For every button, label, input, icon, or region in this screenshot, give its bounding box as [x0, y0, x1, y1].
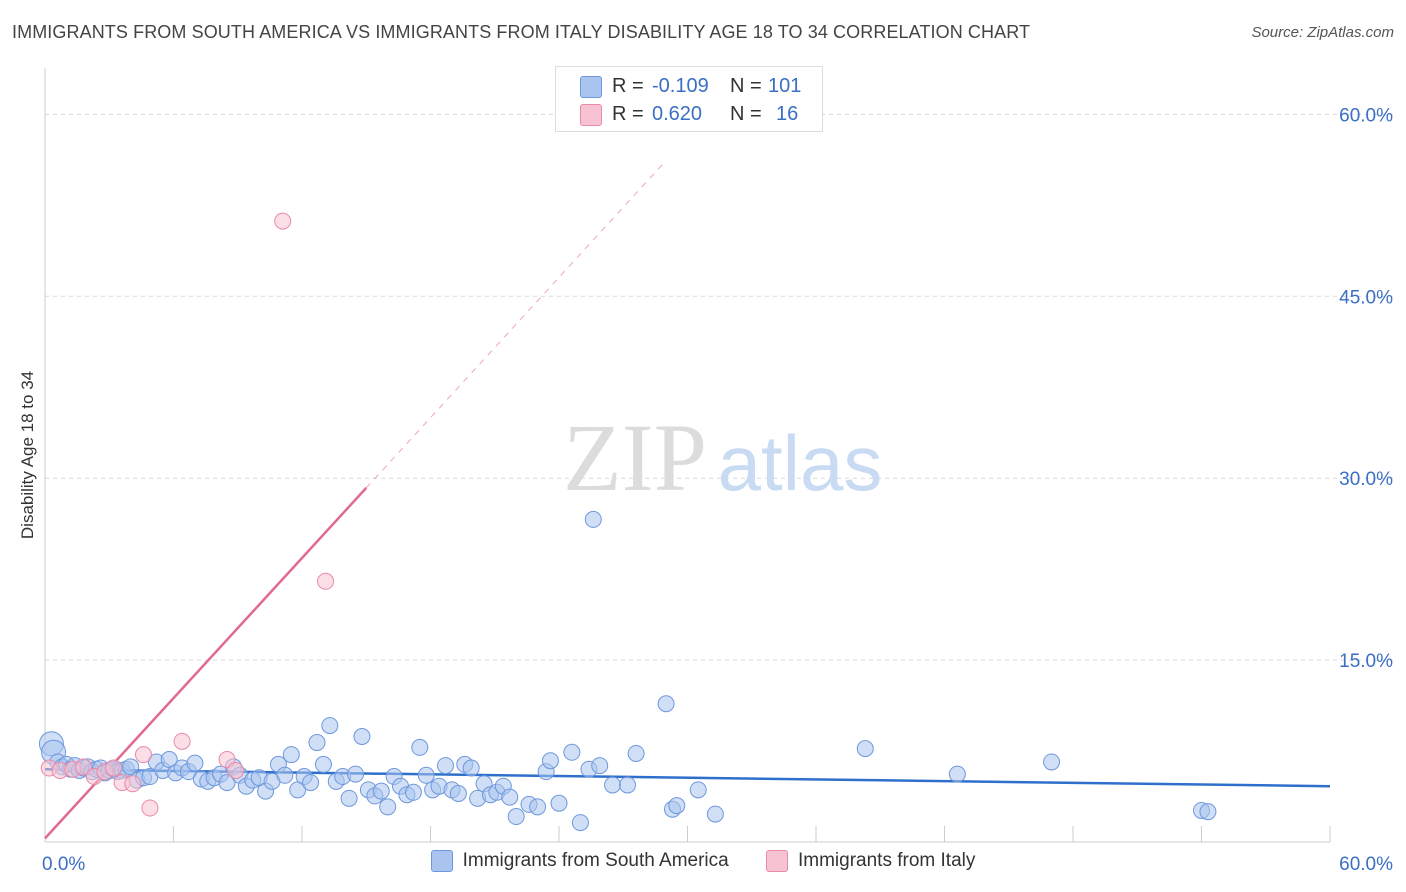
point-south-america — [411, 738, 429, 756]
point-south-america — [550, 794, 568, 812]
stats-box: R = -0.109 N = 101 R = 0.620 N = 16 — [555, 66, 823, 132]
point-south-america — [619, 776, 637, 794]
trend-extension-italy — [365, 160, 667, 489]
legend-label-italy: Immigrants from Italy — [798, 850, 976, 871]
point-south-america — [604, 776, 622, 794]
point-south-america — [1043, 753, 1061, 771]
point-italy — [135, 746, 153, 764]
axes — [44, 68, 1331, 843]
legend-swatch-south-america — [430, 850, 453, 872]
r-value: -0.109 — [652, 74, 709, 97]
point-south-america — [657, 695, 675, 713]
data-points — [38, 212, 1217, 832]
point-italy — [227, 761, 245, 779]
point-south-america — [501, 788, 519, 806]
point-south-america — [1199, 803, 1217, 821]
point-south-america — [314, 755, 332, 773]
legend-label-south-america: Immigrants from South America — [462, 850, 729, 871]
stats-row-south-america: R = -0.109 N = 101 — [556, 72, 822, 100]
point-south-america — [218, 774, 236, 792]
point-south-america — [340, 789, 358, 807]
point-south-america — [276, 766, 294, 784]
point-italy — [173, 732, 191, 750]
point-south-america — [462, 759, 480, 777]
x-tick-label: 60.0% — [1339, 854, 1393, 875]
point-italy — [75, 758, 93, 776]
legend-item-south-america[interactable]: Immigrants from South America — [430, 850, 729, 872]
point-south-america — [347, 765, 365, 783]
point-south-america — [563, 743, 581, 761]
y-tick-label: 45.0% — [1339, 287, 1393, 308]
point-south-america — [689, 781, 707, 799]
point-south-america — [186, 754, 204, 772]
point-south-america — [449, 784, 467, 802]
stats-swatch-south-america — [580, 76, 602, 98]
point-italy — [141, 799, 159, 817]
legend-item-italy[interactable]: Immigrants from Italy — [766, 850, 975, 872]
chart-title: IMMIGRANTS FROM SOUTH AMERICA VS IMMIGRA… — [12, 22, 1031, 42]
n-label: N = — [730, 74, 762, 97]
point-italy — [274, 212, 292, 230]
point-south-america — [404, 783, 422, 801]
y-tick-label: 60.0% — [1339, 105, 1393, 126]
point-south-america — [571, 814, 589, 832]
r-label: R = — [612, 74, 644, 97]
tick-labels: 15.0% 30.0% 45.0% 60.0% 0.0% 60.0% — [42, 105, 1393, 875]
point-south-america — [372, 782, 390, 800]
point-south-america — [856, 740, 874, 758]
point-italy — [105, 759, 123, 777]
grid-lines — [45, 113, 1395, 661]
point-south-america — [417, 766, 435, 784]
source-label: Source: ZipAtlas.com — [1251, 24, 1394, 41]
point-south-america — [706, 805, 724, 823]
point-south-america — [584, 510, 602, 528]
point-south-america — [321, 717, 339, 735]
point-south-america — [627, 744, 645, 762]
point-south-america — [282, 746, 300, 764]
y-tick-label: 30.0% — [1339, 469, 1393, 490]
point-italy — [317, 572, 335, 590]
y-tick-label: 15.0% — [1339, 651, 1393, 672]
point-south-america — [308, 734, 326, 752]
point-south-america — [591, 757, 609, 775]
y-axis-label: Disability Age 18 to 34 — [18, 371, 37, 539]
watermark-zip: ZIP — [563, 404, 707, 511]
x-tick-label: 0.0% — [42, 854, 85, 875]
r-label: R = — [612, 102, 644, 125]
legend: Immigrants from South America Immigrants… — [0, 850, 1406, 878]
point-south-america — [353, 727, 371, 745]
point-south-america — [436, 757, 454, 775]
point-south-america — [529, 798, 547, 816]
point-italy — [124, 775, 142, 793]
r-value: 0.620 — [652, 102, 703, 125]
n-label: N = — [730, 102, 762, 125]
point-south-america — [302, 774, 320, 792]
stats-swatch-italy — [580, 104, 602, 126]
point-south-america — [668, 797, 686, 815]
n-value: 101 — [768, 74, 802, 97]
point-south-america — [507, 808, 525, 826]
watermark: ZIP atlas — [563, 404, 882, 511]
point-south-america — [948, 765, 966, 783]
watermark-atlas: atlas — [718, 419, 883, 507]
stats-row-italy: R = 0.620 N = 16 — [556, 100, 822, 128]
point-south-america — [379, 798, 397, 816]
point-south-america — [541, 752, 559, 770]
legend-swatch-italy — [766, 850, 788, 872]
n-value: 16 — [776, 102, 799, 125]
